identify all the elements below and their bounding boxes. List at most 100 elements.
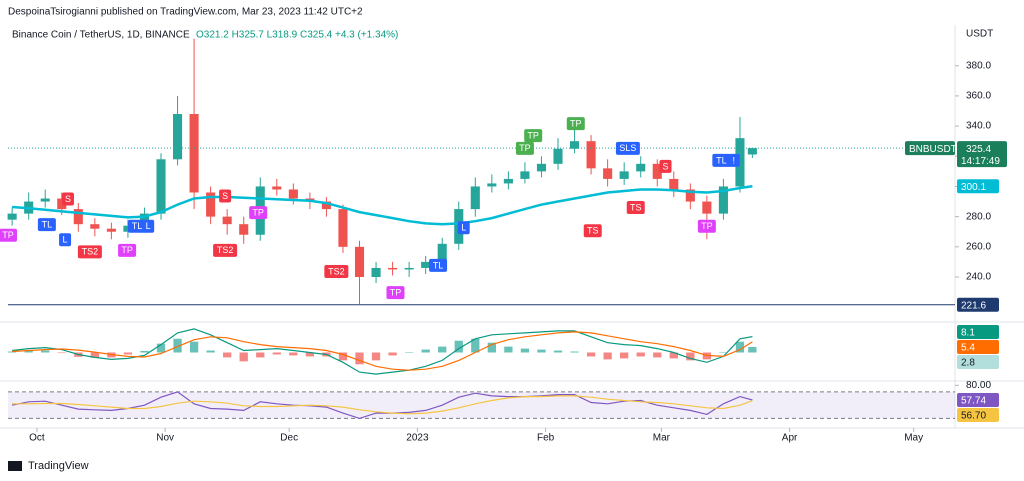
ma-label: 300.1 (957, 179, 999, 194)
y-tick-label: 380.0 (966, 60, 991, 71)
candle-body (321, 201, 331, 210)
candle-body (388, 267, 398, 270)
macd-histogram-bar (454, 340, 463, 353)
candle-body (404, 267, 414, 270)
signal-box (515, 141, 534, 155)
candle-body (685, 189, 695, 202)
rsi-ma-label-text: 56.70 (961, 411, 986, 422)
macd-histogram-bar (123, 352, 133, 355)
hline-label-bg (957, 297, 999, 312)
macd-histogram-bar (537, 349, 546, 353)
signal-label: TS (626, 200, 645, 214)
signal-text: TP (570, 118, 582, 128)
signal-box (219, 189, 232, 203)
candle-body (586, 141, 596, 169)
ticker-box: BNBUSDT (905, 141, 957, 156)
macd-histogram-bar (24, 350, 33, 353)
signal-text: TS (630, 202, 642, 212)
macd-histogram-bar (553, 350, 563, 353)
macd-histogram-bar (239, 352, 248, 362)
signal-text: TS (587, 226, 599, 236)
signal-box (61, 192, 74, 206)
signal-label: TP (118, 243, 137, 257)
candle-body (569, 141, 580, 149)
signal-text: ! (732, 155, 735, 165)
rsi-line (12, 395, 753, 415)
rsi-label: 57.74 (957, 393, 999, 407)
macd-histogram-bar (140, 350, 149, 353)
price-box: 325.414:17:49 (957, 141, 1007, 168)
rsi-ma-label-bg (957, 408, 999, 422)
candle-body (40, 198, 50, 202)
candle-body (669, 178, 679, 190)
symbol: Binance Coin / TetherUS, 1D, BINANCE (12, 30, 190, 41)
macd-histogram-bar (636, 352, 645, 357)
signal-text: TL (42, 220, 53, 230)
candle-body (7, 213, 17, 220)
candle-body (636, 163, 646, 172)
macd-histogram-bar (620, 352, 629, 359)
candle-body (735, 138, 745, 187)
macd-histogram-bar (586, 352, 596, 357)
signal-box (128, 219, 147, 233)
signal-text: TS2 (328, 266, 345, 276)
signal-label: SLS (615, 141, 640, 155)
signal-text: S (663, 161, 669, 171)
signal-label: ! (727, 153, 740, 167)
logo (8, 461, 22, 471)
candle-body (139, 213, 150, 226)
histogram-label: 2.8 (957, 355, 999, 369)
signal-label: L (59, 233, 72, 247)
x-tick-label: 2023 (406, 433, 429, 444)
candle-body (206, 192, 216, 217)
macd-histogram-bar (305, 352, 315, 357)
histogram-label-text: 2.8 (961, 358, 975, 369)
signal-label: TS2 (324, 264, 349, 278)
signal-text: TP (121, 245, 133, 255)
macd-histogram-bar (41, 350, 50, 353)
ticker-bg (905, 141, 955, 156)
macd-histogram-bar (471, 338, 480, 353)
signal-box (457, 221, 470, 235)
candle-body (421, 261, 431, 268)
macd-line (12, 331, 753, 371)
macd-histogram-bar (256, 352, 265, 358)
signal-label: TL (429, 258, 448, 272)
signal-label-text: 5.4 (961, 343, 975, 354)
candle-body (90, 224, 100, 229)
signal-text: L (63, 235, 68, 245)
macd-histogram-bar (338, 352, 348, 361)
price-text: 325.4 (966, 144, 991, 155)
currency: USDT (966, 29, 993, 40)
rsi-band (8, 391, 955, 419)
y-tick-label: 280.0 (966, 211, 991, 222)
hline-label: 221.6 (957, 297, 999, 312)
signal-box (712, 153, 731, 167)
macd-histogram-bar (487, 342, 496, 353)
macd-histogram-bar (173, 338, 182, 353)
candle-body (288, 189, 298, 199)
signal-text: L (461, 223, 466, 233)
y-tick-label: 340.0 (966, 121, 991, 132)
signal-label: TL (37, 218, 56, 232)
signal-text: TL (716, 155, 727, 165)
signal-label: S (659, 159, 672, 173)
signal-box (249, 206, 268, 220)
candle-body (222, 216, 232, 225)
macd-histogram-bar (653, 352, 662, 358)
candle-body (503, 178, 513, 184)
signal-box (524, 129, 543, 143)
y-tick-label: 260.0 (966, 241, 991, 252)
signal-text: TP (701, 221, 713, 231)
signal-box (59, 233, 72, 247)
signal-box (0, 228, 17, 242)
candle-body (702, 201, 712, 214)
candle-body (73, 209, 83, 225)
macd-label-bg (957, 325, 999, 339)
signal-text: TP (527, 131, 539, 141)
signal-box (386, 286, 405, 300)
macd-label-text: 8.1 (961, 328, 975, 339)
ticker-text: BNBUSDT (909, 144, 957, 155)
macd-histogram-bar (748, 347, 757, 353)
